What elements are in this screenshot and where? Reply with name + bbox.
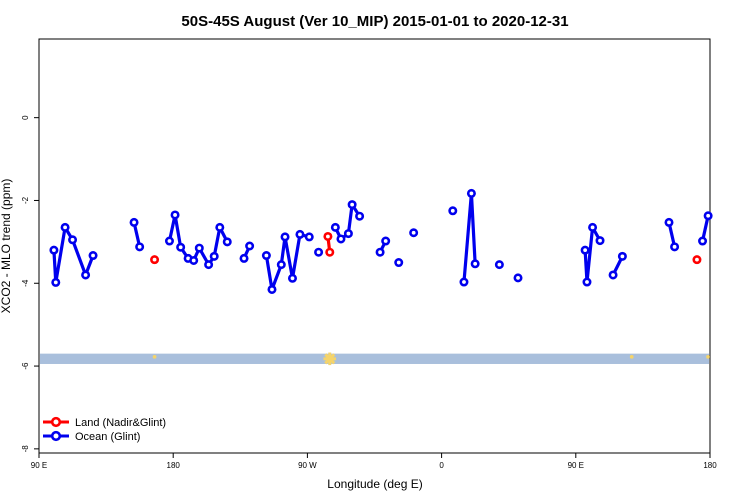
band-marker bbox=[629, 354, 634, 359]
data-point bbox=[409, 228, 419, 238]
y-tick-label: 0 bbox=[21, 115, 30, 120]
band-markers bbox=[152, 352, 710, 366]
legend-marker bbox=[50, 430, 62, 442]
band-marker-core bbox=[325, 355, 334, 363]
data-point bbox=[304, 232, 314, 242]
data-point bbox=[375, 247, 385, 257]
data-point bbox=[494, 260, 504, 270]
data-point bbox=[222, 237, 232, 247]
data-point bbox=[394, 258, 404, 268]
legend-label: Ocean (Glint) bbox=[75, 431, 140, 443]
x-tick-label: 180 bbox=[703, 461, 717, 470]
data-point bbox=[692, 255, 702, 265]
series-ocean bbox=[49, 188, 713, 294]
data-point bbox=[703, 211, 713, 221]
data-point bbox=[295, 229, 305, 239]
data-point bbox=[88, 251, 98, 261]
data-point bbox=[135, 242, 145, 252]
y-tick-label: -6 bbox=[21, 362, 30, 370]
data-point bbox=[204, 260, 214, 270]
series-line bbox=[462, 191, 477, 283]
data-point bbox=[670, 242, 680, 252]
data-point bbox=[470, 259, 480, 269]
series-line bbox=[583, 225, 602, 284]
data-point bbox=[280, 232, 290, 242]
y-tick-label: -4 bbox=[21, 279, 30, 287]
data-point bbox=[355, 211, 365, 221]
data-point bbox=[698, 236, 708, 246]
data-point bbox=[49, 245, 59, 255]
data-point bbox=[194, 243, 204, 253]
legend-label: Land (Nadir&Glint) bbox=[75, 417, 166, 429]
x-axis-label: Longitude (deg E) bbox=[327, 477, 422, 491]
data-point bbox=[617, 251, 627, 261]
data-point bbox=[343, 229, 353, 239]
y-axis-label: XCO2 - MLO trend (ppm) bbox=[0, 179, 13, 314]
x-tick-label: 90 E bbox=[31, 461, 47, 470]
data-point bbox=[347, 200, 357, 210]
x-tick-label: 0 bbox=[439, 461, 444, 470]
data-point bbox=[664, 217, 674, 227]
data-point bbox=[209, 251, 219, 261]
band-marker bbox=[152, 354, 157, 359]
data-point bbox=[170, 210, 180, 220]
data-point bbox=[513, 273, 523, 283]
data-point bbox=[176, 242, 186, 252]
x-tick-label: 90 W bbox=[298, 461, 317, 470]
band-marker bbox=[706, 354, 710, 359]
data-point bbox=[81, 270, 91, 280]
data-point bbox=[287, 273, 297, 283]
data-point bbox=[323, 231, 333, 241]
data-point bbox=[466, 188, 476, 198]
reference-band bbox=[40, 353, 709, 364]
data-point bbox=[325, 247, 335, 257]
data-point bbox=[60, 222, 70, 232]
data-point bbox=[189, 255, 199, 265]
data-point bbox=[381, 236, 391, 246]
chart-title: 50S-45S August (Ver 10_MIP) 2015-01-01 t… bbox=[181, 13, 568, 30]
data-point bbox=[150, 255, 160, 265]
data-point bbox=[129, 217, 139, 227]
series-line bbox=[264, 232, 310, 292]
band-marker bbox=[323, 352, 337, 366]
x-tick-label: 90 E bbox=[568, 461, 584, 470]
series-land bbox=[150, 231, 702, 265]
y-axis: 0 -2 -4 -6 -8 bbox=[21, 115, 39, 453]
data-point bbox=[215, 222, 225, 232]
data-point bbox=[164, 236, 174, 246]
series-layer bbox=[49, 188, 713, 294]
data-point bbox=[261, 251, 271, 261]
x-axis: 90 E 180 90 W 0 90 E 180 bbox=[31, 453, 717, 470]
data-point bbox=[276, 260, 286, 270]
data-point bbox=[459, 277, 469, 287]
y-tick-label: -2 bbox=[21, 196, 30, 204]
data-point bbox=[582, 277, 592, 287]
data-point bbox=[267, 284, 277, 294]
y-tick-label: -8 bbox=[21, 445, 30, 453]
series-line bbox=[167, 213, 229, 267]
plot-frame bbox=[38, 38, 711, 454]
data-point bbox=[51, 277, 61, 287]
legend: Land (Nadir&Glint) Ocean (Glint) bbox=[43, 416, 166, 443]
data-point bbox=[330, 222, 340, 232]
data-point bbox=[314, 247, 324, 257]
data-point bbox=[448, 206, 458, 216]
legend-marker bbox=[50, 416, 62, 428]
data-point bbox=[239, 253, 249, 263]
data-point bbox=[336, 234, 346, 244]
data-point bbox=[580, 245, 590, 255]
data-point bbox=[595, 236, 605, 246]
data-point bbox=[68, 235, 78, 245]
data-point bbox=[608, 270, 618, 280]
data-point bbox=[588, 222, 598, 232]
data-point bbox=[245, 241, 255, 251]
x-tick-label: 180 bbox=[167, 461, 181, 470]
